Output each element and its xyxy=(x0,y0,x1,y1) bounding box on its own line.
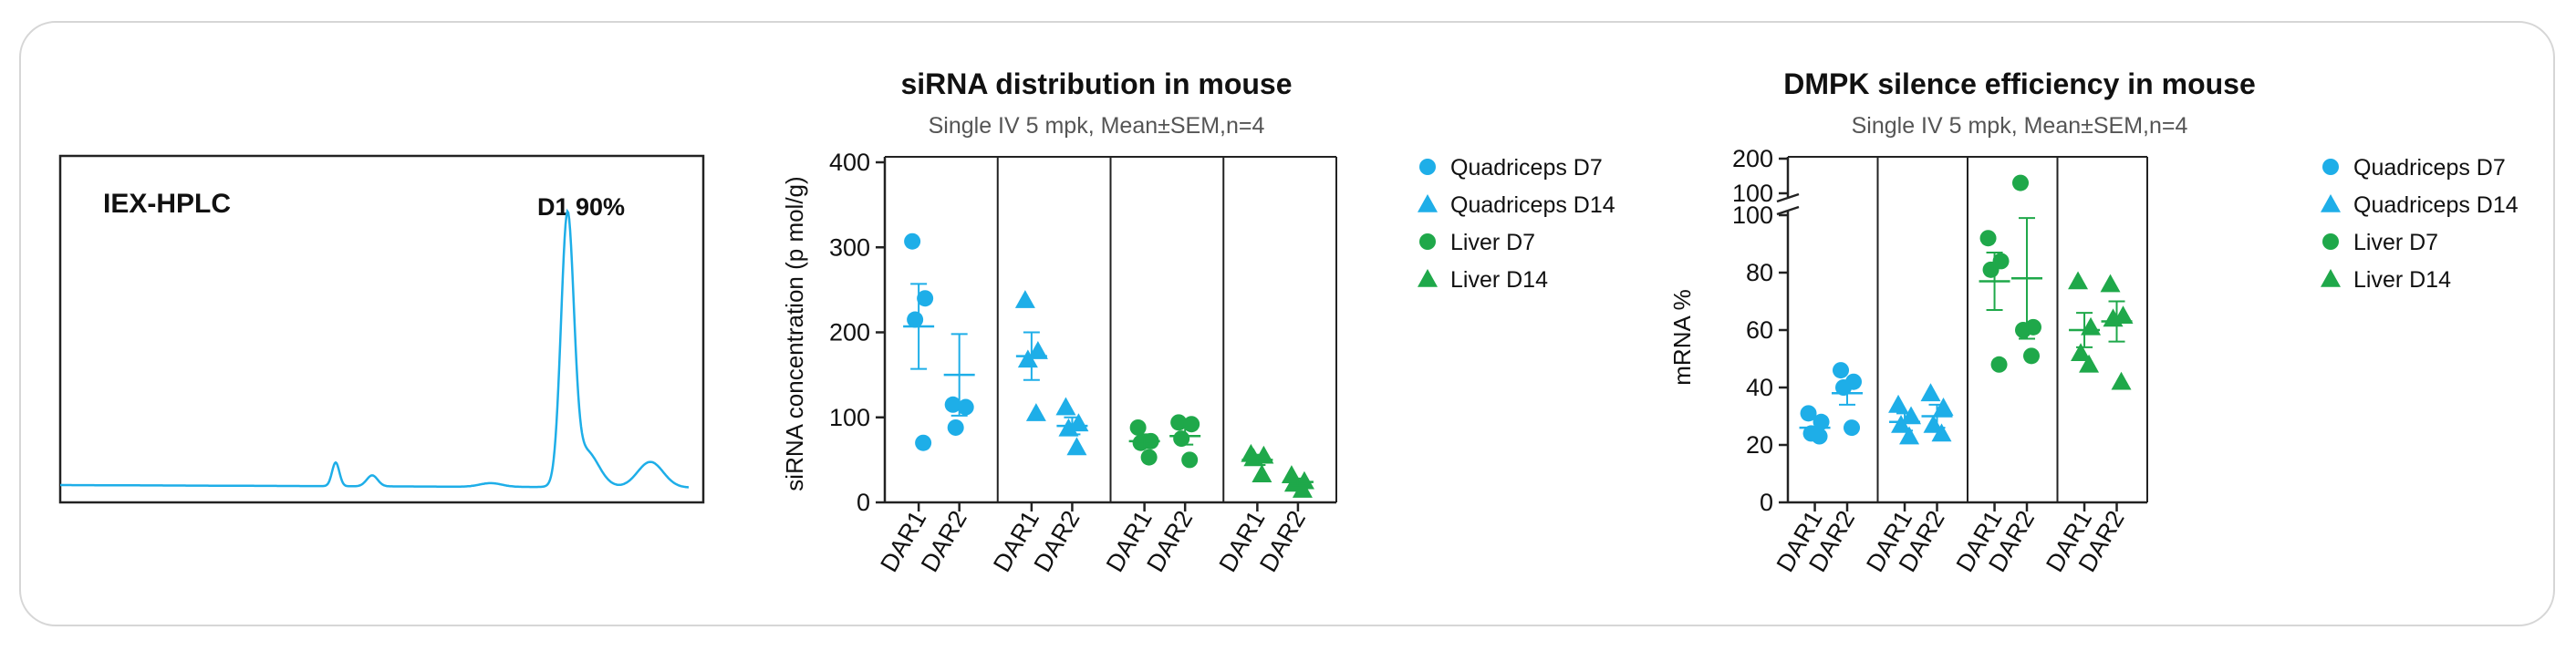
y-tick-label: 0 xyxy=(857,489,870,516)
legend-marker xyxy=(2321,194,2341,212)
data-point xyxy=(1025,403,1046,421)
data-point xyxy=(2023,347,2041,365)
data-point xyxy=(1243,448,1264,467)
data-point xyxy=(1888,394,1909,413)
y-tick-label: 100 xyxy=(1732,202,1773,229)
data-point xyxy=(1252,464,1272,483)
legend-marker xyxy=(1418,269,1438,287)
data-point xyxy=(1813,413,1830,430)
data-point xyxy=(957,398,974,416)
data-point xyxy=(1800,405,1817,422)
data-point xyxy=(917,290,934,307)
data-point xyxy=(2068,271,2089,290)
y-tick-label: 40 xyxy=(1746,374,1773,401)
data-point xyxy=(1140,449,1158,466)
data-point xyxy=(1982,261,2000,278)
hplc-label: IEX-HPLC xyxy=(103,189,231,219)
chart-dmpk-silence: DMPK silence efficiency in mouse Single … xyxy=(1668,67,2519,576)
data-point xyxy=(1979,230,1997,247)
data-point xyxy=(2100,274,2121,293)
y-tick-label: 80 xyxy=(1746,259,1773,286)
chart2-ylabel: mRNA % xyxy=(1668,289,1696,385)
axis-break-mark xyxy=(1776,192,1800,203)
y-tick-label: 100 xyxy=(1732,180,1773,207)
legend-label: Liver D14 xyxy=(2353,267,2451,293)
data-point xyxy=(2015,322,2032,338)
data-point xyxy=(1844,419,1861,437)
data-point xyxy=(904,232,921,250)
legend-label: Quadriceps D14 xyxy=(2353,192,2519,218)
data-point xyxy=(1920,383,1941,402)
legend-label: Quadriceps D7 xyxy=(2353,155,2506,181)
legend-label: Liver D7 xyxy=(2353,230,2438,255)
y-tick-label: 200 xyxy=(1732,145,1773,172)
y-tick-label: 400 xyxy=(829,149,870,176)
axis-break-mark xyxy=(1776,205,1800,216)
data-point xyxy=(1181,451,1199,469)
data-point xyxy=(1027,341,1048,359)
hplc-frame xyxy=(58,154,705,504)
legend-marker xyxy=(2322,159,2339,175)
y-tick-label: 60 xyxy=(1746,316,1773,344)
hplc-trace xyxy=(60,208,689,489)
chart2-subtitle: Single IV 5 mpk, Mean±SEM,n=4 xyxy=(1852,113,2188,139)
chart1-subtitle: Single IV 5 mpk, Mean±SEM,n=4 xyxy=(929,113,1265,139)
data-point xyxy=(1833,362,1850,379)
chart2-title: DMPK silence efficiency in mouse xyxy=(1783,67,2256,100)
legend-marker xyxy=(2322,233,2339,250)
data-point xyxy=(2111,371,2132,390)
data-point xyxy=(2079,354,2100,373)
data-point xyxy=(915,434,932,451)
legend-marker xyxy=(1419,159,1436,175)
y-tick-label: 200 xyxy=(829,319,870,346)
y-tick-label: 0 xyxy=(1760,489,1773,516)
hplc-peak-label: D1 90% xyxy=(537,193,625,221)
data-point xyxy=(1931,423,1952,442)
data-point xyxy=(1017,349,1038,368)
y-tick-label: 300 xyxy=(829,233,870,261)
data-point xyxy=(2012,174,2030,191)
data-point xyxy=(1901,406,1922,425)
data-point xyxy=(947,418,964,436)
legend-marker xyxy=(2321,269,2341,287)
data-point xyxy=(1170,414,1188,431)
data-point xyxy=(1891,414,1912,433)
data-point xyxy=(1055,397,1076,416)
chart-sirna-distribution: siRNA distribution in mouse Single IV 5 … xyxy=(781,67,1615,576)
legend-label: Liver D14 xyxy=(1450,267,1548,293)
chart1-title: siRNA distribution in mouse xyxy=(900,67,1292,100)
y-tick-label: 100 xyxy=(829,404,870,431)
y-tick-label: 20 xyxy=(1746,431,1773,459)
data-point xyxy=(1014,290,1035,308)
legend-label: Quadriceps D7 xyxy=(1450,155,1603,181)
data-point xyxy=(1990,356,2008,373)
data-point xyxy=(2071,343,2092,361)
legend-label: Liver D7 xyxy=(1450,230,1535,255)
data-point xyxy=(1899,426,1920,445)
data-point xyxy=(1129,418,1147,436)
data-point xyxy=(1058,418,1079,437)
legend-marker xyxy=(1419,233,1436,250)
data-point xyxy=(1066,437,1087,456)
data-point xyxy=(1292,480,1313,498)
chart1-ylabel: siRNA concentration (p mol/g) xyxy=(781,176,808,491)
hplc-panel: IEX-HPLC D1 90% xyxy=(58,154,705,504)
data-point xyxy=(1933,398,1954,416)
axis-break-gap xyxy=(1785,197,1792,212)
legend-label: Quadriceps D14 xyxy=(1450,192,1615,218)
data-point xyxy=(944,396,961,413)
legend-marker xyxy=(1418,194,1438,212)
